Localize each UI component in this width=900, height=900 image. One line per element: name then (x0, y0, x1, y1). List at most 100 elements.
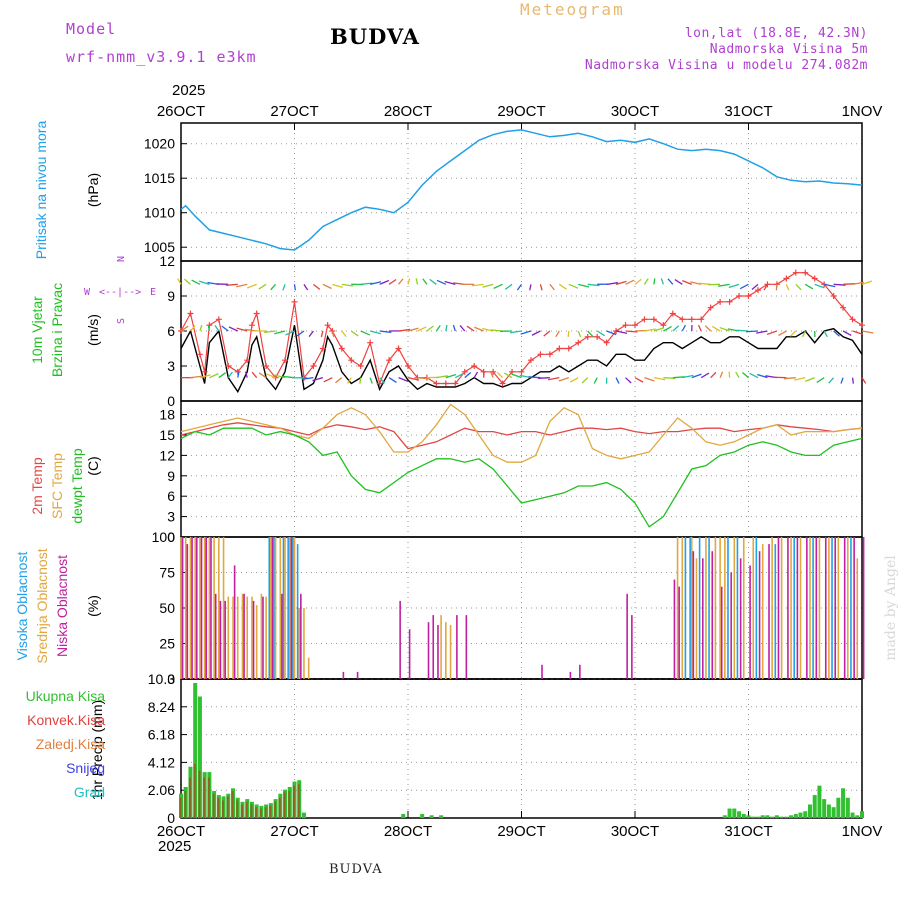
wind-gust-marker (206, 322, 213, 329)
wind-direction-arrow (644, 328, 656, 332)
wind-direction-arrow (606, 330, 617, 336)
wind-direction-arrow (207, 324, 211, 332)
temp-sfc-line (180, 403, 863, 463)
precip-total-bar (836, 797, 841, 818)
wind-direction-arrow (660, 278, 664, 285)
cloud-low-bar (796, 537, 799, 679)
precip-conv-bar (222, 800, 225, 818)
wind-direction-arrow (766, 330, 778, 336)
y-tick-label: 9 (167, 468, 175, 484)
cloud-low-bar (777, 537, 780, 679)
cloud-low-bar (834, 537, 837, 679)
wind-gust-marker (546, 351, 553, 358)
cloud-low-bar (186, 544, 189, 679)
cloud-mid-bar (705, 537, 707, 679)
precip-total-bar (770, 816, 775, 818)
cloud-low-bar (290, 537, 293, 679)
wind-direction-arrow (567, 330, 570, 338)
cloud-low-bar (465, 615, 468, 679)
wind-gust-marker (849, 316, 856, 323)
wind-direction-arrow (581, 377, 589, 384)
wind-direction-arrow (496, 371, 504, 379)
wind-gust-marker (556, 345, 563, 352)
cloud-low-bar (768, 544, 770, 679)
wind-gust-line (180, 272, 863, 386)
wind-direction-arrow (634, 278, 642, 285)
cloud-low-bar (626, 593, 628, 679)
wind-direction-arrow (778, 330, 787, 337)
wind-gust-marker (348, 357, 355, 364)
cloud-high-bar (831, 537, 833, 679)
precip-conv-bar (255, 807, 258, 818)
wind-direction-arrow (682, 374, 694, 379)
wind-direction-arrow (801, 330, 806, 338)
wind-direction-arrow (244, 371, 248, 378)
wind-gust-marker (310, 363, 317, 369)
cloud-mid-bar (752, 537, 755, 679)
precip-total-bar (401, 813, 406, 818)
cloud-mid-bar (241, 593, 244, 679)
wind-direction-arrow (417, 326, 427, 332)
precip-total-bar (765, 815, 770, 818)
wind-direction-arrow (789, 330, 797, 337)
cloud-high-bar (273, 537, 275, 679)
x-tick-label-bottom: 30OCT (611, 823, 659, 840)
temp-dewpt-line (180, 427, 863, 528)
wind-gust-marker (405, 363, 411, 369)
wind-direction-arrow (236, 327, 248, 332)
wind-direction-arrow (504, 283, 513, 290)
wind-direction-arrow (177, 278, 182, 285)
wind-gust-marker (442, 380, 449, 387)
wind-direction-arrow (503, 372, 513, 379)
wind-direction-arrow (785, 284, 790, 291)
precip-conv-bar (274, 801, 277, 818)
wind-direction-arrow (493, 283, 503, 289)
precip-conv-bar (250, 804, 253, 818)
wind-gust-marker (537, 351, 544, 358)
wind-direction-arrow (840, 377, 844, 384)
model-elevation-label: Nadmorska Visina u modelu 274.082m (584, 58, 868, 73)
wind-direction-arrow (270, 283, 277, 291)
precip-conv-bar (259, 808, 262, 818)
year-bottom-label: 2025 (158, 838, 192, 855)
wind-gust-marker (575, 339, 582, 346)
wind-direction-arrow (852, 330, 863, 335)
wind-gust-marker (187, 310, 194, 317)
wind-direction-arrow (452, 324, 456, 332)
wind-direction-arrow (587, 330, 594, 337)
cloud-low-bar (711, 551, 714, 679)
cloud-low-bar (749, 565, 751, 679)
cloud-high-bar (708, 537, 710, 679)
x-tick-label-top: 26OCT (157, 103, 205, 120)
cloud-mid-bar (742, 537, 745, 679)
cloud-mid-bar (265, 596, 267, 679)
cloud-mid-bar (222, 537, 225, 679)
wind-direction-arrow (643, 278, 649, 285)
cloud-low-bar (281, 593, 283, 679)
cloud-low-bar (678, 586, 680, 679)
wind-gust-marker (338, 345, 345, 352)
precip-total-bar (746, 815, 751, 818)
y-tick-label: 3 (167, 509, 175, 525)
cloud-low-bar (427, 622, 430, 679)
cloud-high-bar (755, 537, 758, 679)
cloud-mid-bar (818, 537, 821, 679)
wind-direction-arrow (482, 327, 494, 332)
cloud-high-bar (282, 537, 285, 679)
model-name: wrf-nmm_v3.9.1 e3km (66, 48, 257, 66)
wind-gust-marker (234, 368, 241, 375)
precip-total-bar (301, 812, 306, 818)
y-tick-label: 0 (167, 529, 175, 545)
wind-direction-arrow (531, 330, 541, 336)
wind-direction-arrow (191, 279, 201, 285)
precip-conv-bar (193, 764, 196, 818)
wind-direction-arrow (422, 278, 428, 285)
wind-direction-arrow (842, 330, 852, 336)
y-tick-label: 6.18 (148, 727, 175, 743)
pressure-line (180, 129, 863, 251)
wind-direction-arrow (218, 372, 226, 379)
wind-direction-arrow (350, 330, 359, 337)
cloud-low-bar (702, 558, 704, 679)
wind-direction-arrow (529, 284, 532, 291)
wind-direction-arrow (285, 330, 295, 336)
